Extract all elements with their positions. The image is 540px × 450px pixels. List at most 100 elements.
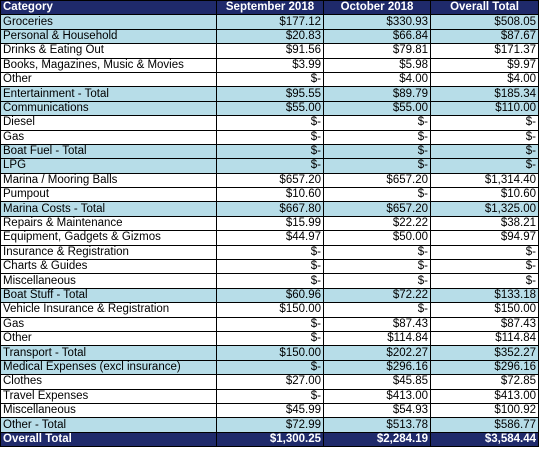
table-row: Gas $- $87.43 $87.43 xyxy=(0,316,539,332)
cell-september: $91.56 xyxy=(216,43,324,59)
cell-september: $150.00 xyxy=(216,302,324,318)
cell-overall-total: $413.00 xyxy=(430,388,539,404)
cell-october: $413.00 xyxy=(323,388,431,404)
table-row: Other $- $114.84 $114.84 xyxy=(0,330,539,347)
overall-total-value: $3,584.44 xyxy=(430,431,539,448)
cell-category: Communications xyxy=(0,100,217,117)
cell-category: Marina / Mooring Balls xyxy=(0,172,217,189)
table-row: Insurance & Registration $- $- $- xyxy=(0,244,539,261)
cell-september: $45.99 xyxy=(216,402,324,419)
cell-september: $150.00 xyxy=(216,345,324,361)
cell-category: Books, Magazines, Music & Movies xyxy=(0,57,217,73)
cell-category: Groceries xyxy=(0,14,217,30)
header-category: Category xyxy=(0,0,217,16)
table-row: Communications $55.00 $55.00 $110.00 xyxy=(0,100,539,117)
cell-overall-total: $133.18 xyxy=(430,287,539,304)
cell-overall-total: $114.84 xyxy=(430,330,539,347)
cell-october: $513.78 xyxy=(323,417,431,433)
cell-september: $- xyxy=(216,129,324,145)
cell-october: $657.20 xyxy=(323,172,431,189)
table-row: Books, Magazines, Music & Movies $3.99 $5.… xyxy=(0,57,539,73)
cell-october: $22.22 xyxy=(323,215,431,232)
table-row: Other $- $4.00 $4.00 xyxy=(0,71,539,88)
subtotal-row: Marina Costs - Total $667.80 $657.20 $1,325… xyxy=(0,201,539,217)
cell-category: Equipment, Gadgets & Gizmos xyxy=(0,230,217,246)
cell-overall-total: $87.43 xyxy=(430,316,539,332)
cell-category: Drinks & Eating Out xyxy=(0,43,217,59)
cell-october: $- xyxy=(323,259,431,275)
table-row: Miscellaneous $- $- $- xyxy=(0,273,539,289)
cell-overall-total: $94.97 xyxy=(430,230,539,246)
cell-october: $- xyxy=(323,129,431,145)
header-row: Category September 2018 October 2018 Ove… xyxy=(0,0,539,16)
cell-category: Transport - Total xyxy=(0,345,217,361)
table-row: Medical Expenses (excl insurance) $- $296.… xyxy=(0,359,539,376)
cell-overall-total: $87.67 xyxy=(430,28,539,45)
cell-overall-total: $1,314.40 xyxy=(430,172,539,189)
table-row: LPG $- $- $- xyxy=(0,158,539,174)
cell-overall-total: $150.00 xyxy=(430,302,539,318)
cell-category: Boat Fuel - Total xyxy=(0,143,217,160)
cell-overall-total: $185.34 xyxy=(430,86,539,102)
cell-category: Personal & Household xyxy=(0,28,217,45)
table-row: Diesel $- $- $- xyxy=(0,115,539,131)
cell-october: $45.85 xyxy=(323,374,431,390)
cell-october: $- xyxy=(323,158,431,174)
cell-october: $54.93 xyxy=(323,402,431,419)
subtotal-row: Boat Stuff - Total $60.96 $72.22 $133.18 xyxy=(0,287,539,304)
cell-overall-total: $- xyxy=(430,115,539,131)
cell-september: $10.60 xyxy=(216,187,324,203)
cell-overall-total: $586.77 xyxy=(430,417,539,433)
table-row: Personal & Household $20.83 $66.84 $87.67 xyxy=(0,28,539,45)
cell-october: $202.27 xyxy=(323,345,431,361)
cell-october: $657.20 xyxy=(323,201,431,217)
cell-category: Marina Costs - Total xyxy=(0,201,217,217)
cell-october: $- xyxy=(323,143,431,160)
cell-september: $667.80 xyxy=(216,201,324,217)
table-row: Marina / Mooring Balls $657.20 $657.20 $1,3… xyxy=(0,172,539,189)
cell-october: $89.79 xyxy=(323,86,431,102)
cell-category: Pumpout xyxy=(0,187,217,203)
cell-overall-total: $296.16 xyxy=(430,359,539,376)
cell-category: Clothes xyxy=(0,374,217,390)
cell-october: $296.16 xyxy=(323,359,431,376)
cell-category: Diesel xyxy=(0,115,217,131)
overall-total-september: $1,300.25 xyxy=(216,431,324,448)
cell-october: $- xyxy=(323,273,431,289)
cell-october: $55.00 xyxy=(323,100,431,117)
cell-october: $5.98 xyxy=(323,57,431,73)
overall-total-label: Overall Total xyxy=(0,431,217,448)
cell-category: Gas xyxy=(0,316,217,332)
cell-september: $- xyxy=(216,388,324,404)
header-overall-total: Overall Total xyxy=(430,0,539,16)
cell-september: $- xyxy=(216,330,324,347)
subtotal-row: Entertainment - Total $95.55 $89.79 $185.34 xyxy=(0,86,539,102)
cell-september: $- xyxy=(216,71,324,88)
table-row: Groceries $177.12 $330.93 $508.05 xyxy=(0,14,539,30)
cell-category: LPG xyxy=(0,158,217,174)
cell-september: $60.96 xyxy=(216,287,324,304)
table-row: Equipment, Gadgets & Gizmos $44.97 $50.00 $… xyxy=(0,230,539,246)
cell-september: $55.00 xyxy=(216,100,324,117)
cell-category: Medical Expenses (excl insurance) xyxy=(0,359,217,376)
cell-september: $- xyxy=(216,115,324,131)
cell-september: $44.97 xyxy=(216,230,324,246)
cell-overall-total: $171.37 xyxy=(430,43,539,59)
cell-october: $4.00 xyxy=(323,71,431,88)
cell-september: $- xyxy=(216,359,324,376)
cell-september: $177.12 xyxy=(216,14,324,30)
cell-october: $- xyxy=(323,302,431,318)
cell-category: Other xyxy=(0,71,217,88)
cell-overall-total: $110.00 xyxy=(430,100,539,117)
cell-september: $- xyxy=(216,316,324,332)
cell-category: Miscellaneous xyxy=(0,273,217,289)
table-row: Gas $- $- $- xyxy=(0,129,539,145)
cell-overall-total: $- xyxy=(430,143,539,160)
subtotal-row: Boat Fuel - Total $- $- $- xyxy=(0,143,539,160)
cell-october: $79.81 xyxy=(323,43,431,59)
cell-september: $3.99 xyxy=(216,57,324,73)
cell-overall-total: $508.05 xyxy=(430,14,539,30)
cell-october: $- xyxy=(323,244,431,261)
cell-september: $72.99 xyxy=(216,417,324,433)
table-row: Repairs & Maintenance $15.99 $22.22 $38.21 xyxy=(0,215,539,232)
